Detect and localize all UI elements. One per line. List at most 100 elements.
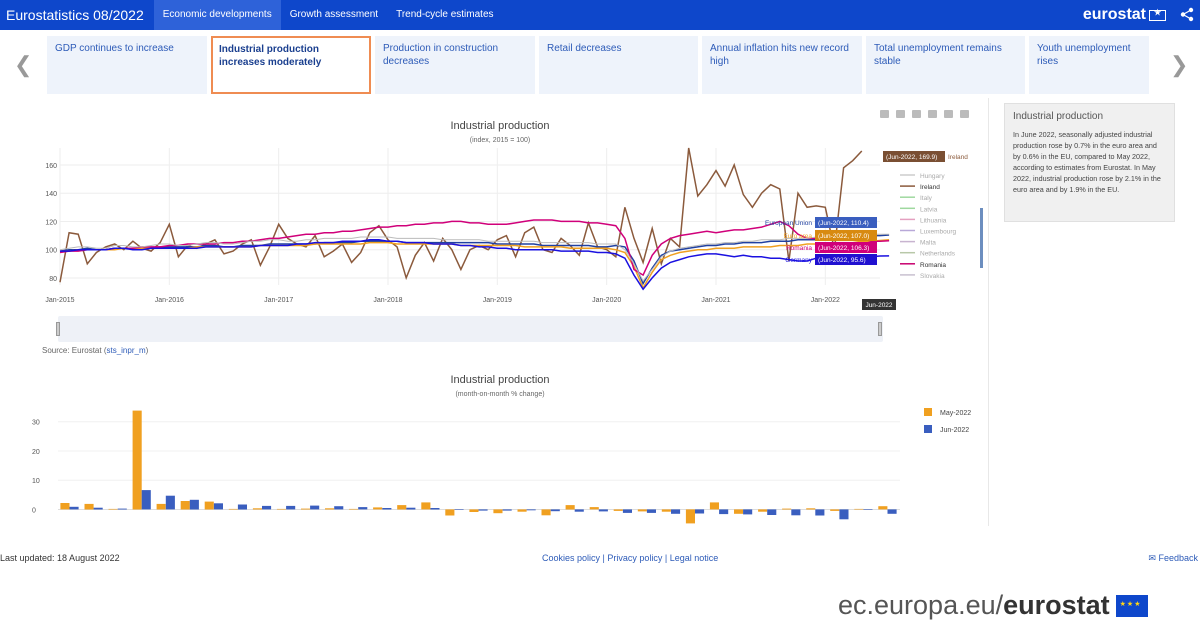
legend-item: Malta xyxy=(920,240,936,247)
bar-jun-2022 xyxy=(574,509,584,512)
card-industrial-production[interactable]: Industrial production increases moderate… xyxy=(211,36,371,94)
legal-notice-link[interactable]: Legal notice xyxy=(669,553,719,563)
eurostat-logo[interactable]: eurostat xyxy=(1083,6,1166,24)
bar-jun-2022 xyxy=(430,508,440,510)
card-construction[interactable]: Production in construction decreases xyxy=(375,36,535,94)
camera-icon[interactable] xyxy=(880,110,889,118)
bar-may-2022 xyxy=(373,507,383,510)
bar-may-2022 xyxy=(830,509,840,511)
bar-jun-2022 xyxy=(189,499,199,510)
legend-item: Jun-2022 xyxy=(940,427,969,434)
hover-x-label: Jun-2022 xyxy=(865,302,892,309)
legend-item: Latvia xyxy=(920,206,938,213)
eurostat-logo-text: eurostat xyxy=(1082,6,1146,23)
bar-may-2022 xyxy=(84,503,94,510)
y-tick-label: 120 xyxy=(45,219,57,226)
bar-jun-2022 xyxy=(213,503,223,510)
feedback-label: Feedback xyxy=(1158,553,1198,563)
eu-flag-icon xyxy=(1149,8,1166,21)
bar-jun-2022 xyxy=(334,506,344,510)
bar-may-2022 xyxy=(565,505,575,510)
card-total-unemployment[interactable]: Total unemployment remains stable xyxy=(866,36,1025,94)
bar-may-2022 xyxy=(685,509,695,524)
app-title[interactable]: Eurostatistics 08/2022 xyxy=(6,7,144,23)
bar-may-2022 xyxy=(349,508,359,510)
info-text: In June 2022, seasonally adjusted indust… xyxy=(1013,130,1161,194)
bar-jun-2022 xyxy=(743,509,753,515)
bar-may-2022 xyxy=(421,502,431,510)
bar-may-2022 xyxy=(204,501,214,510)
y-tick-label: 30 xyxy=(32,420,40,427)
range-slider[interactable] xyxy=(56,316,883,342)
cookies-policy-link[interactable]: Cookies policy xyxy=(542,553,601,563)
tab-trend-cycle-estimates[interactable]: Trend-cycle estimates xyxy=(396,9,494,20)
y-tick-label: 0 xyxy=(32,507,36,514)
next-arrow-icon[interactable]: ❯ xyxy=(1170,52,1189,77)
bar-may-2022 xyxy=(734,509,744,514)
x-tick-label: Jan-2017 xyxy=(264,297,293,304)
bar-may-2022 xyxy=(517,509,527,512)
hover-label-box xyxy=(815,254,877,265)
legend-item: Romania xyxy=(920,262,946,269)
bar-may-2022 xyxy=(156,503,166,510)
range-handle-left[interactable] xyxy=(56,322,60,336)
bar-jun-2022 xyxy=(262,505,272,510)
hover-label: (Jun-2022, 110.4) xyxy=(818,220,869,227)
bar-may-2022 xyxy=(854,508,864,510)
tab-economic-developments[interactable]: Economic developments xyxy=(153,0,281,30)
share-icon[interactable] xyxy=(1180,7,1194,22)
chart-title: Industrial production xyxy=(450,374,549,386)
source-link[interactable]: sts_inpr_m xyxy=(106,346,146,355)
zoom-out-icon[interactable] xyxy=(912,110,921,118)
eu-flag-icon xyxy=(1115,594,1148,617)
card-gdp[interactable]: GDP continues to increase xyxy=(47,36,207,94)
hover-label-box xyxy=(815,230,877,241)
bar-jun-2022 xyxy=(622,509,632,513)
chart-toolbar xyxy=(880,110,969,118)
source-label: Source: Eurostat xyxy=(42,346,102,355)
domain-brand: eurostat xyxy=(1003,590,1110,620)
zoom-in-icon[interactable] xyxy=(896,110,905,118)
ec-europa-logo[interactable]: ec.europa.eu/eurostat xyxy=(838,590,1148,621)
bar-may-2022 xyxy=(806,508,816,510)
bar-jun-2022 xyxy=(671,509,681,514)
legend-swatch xyxy=(924,408,932,416)
bar-may-2022 xyxy=(301,508,311,510)
card-inflation[interactable]: Annual inflation hits new record high xyxy=(702,36,862,94)
x-tick-label: Jan-2019 xyxy=(483,297,512,304)
footer: Last updated: 18 August 2022 Cookies pol… xyxy=(0,553,1200,565)
bar-may-2022 xyxy=(252,508,262,510)
compare-hover-icon[interactable] xyxy=(960,110,969,118)
privacy-policy-link[interactable]: Privacy policy xyxy=(607,553,663,563)
legend-item: Ireland xyxy=(920,184,940,191)
source-note: Source: Eurostat (sts_inpr_m) xyxy=(42,346,149,355)
bar-jun-2022 xyxy=(454,509,464,510)
tab-growth-assessment[interactable]: Growth assessment xyxy=(289,9,379,20)
card-retail[interactable]: Retail decreases xyxy=(539,36,698,94)
line-chart: Industrial production (index, 2015 = 100)… xyxy=(45,120,968,310)
chart-title: Industrial production xyxy=(450,120,549,132)
bar-may-2022 xyxy=(108,508,118,510)
hover-label-box xyxy=(815,242,877,253)
home-icon[interactable] xyxy=(928,110,937,118)
bar-chart: Industrial production (month-on-month % c… xyxy=(32,374,971,524)
chart-subtitle: (index, 2015 = 100) xyxy=(470,137,531,144)
spike-lines-icon[interactable] xyxy=(944,110,953,118)
previous-arrow-icon[interactable]: ❮ xyxy=(14,52,33,77)
last-updated: Last updated: 18 August 2022 xyxy=(0,553,120,563)
legend-item: Lithuania xyxy=(920,217,947,224)
y-tick-label: 100 xyxy=(45,248,57,255)
bar-jun-2022 xyxy=(719,509,729,515)
card-youth-unemployment[interactable]: Youth unemployment rises xyxy=(1029,36,1149,94)
bar-jun-2022 xyxy=(286,505,296,510)
y-tick-label: 20 xyxy=(32,449,40,456)
legend-scrollbar[interactable] xyxy=(980,208,983,268)
bar-jun-2022 xyxy=(839,509,849,520)
legend-item: Slovakia xyxy=(920,273,945,280)
bar-may-2022 xyxy=(493,509,503,514)
y-tick-label: 10 xyxy=(32,478,40,485)
feedback-button[interactable]: ✉ Feedback xyxy=(1148,553,1198,563)
bar-jun-2022 xyxy=(117,508,127,510)
range-handle-right[interactable] xyxy=(878,322,882,336)
legend-item: Italy xyxy=(920,195,933,202)
